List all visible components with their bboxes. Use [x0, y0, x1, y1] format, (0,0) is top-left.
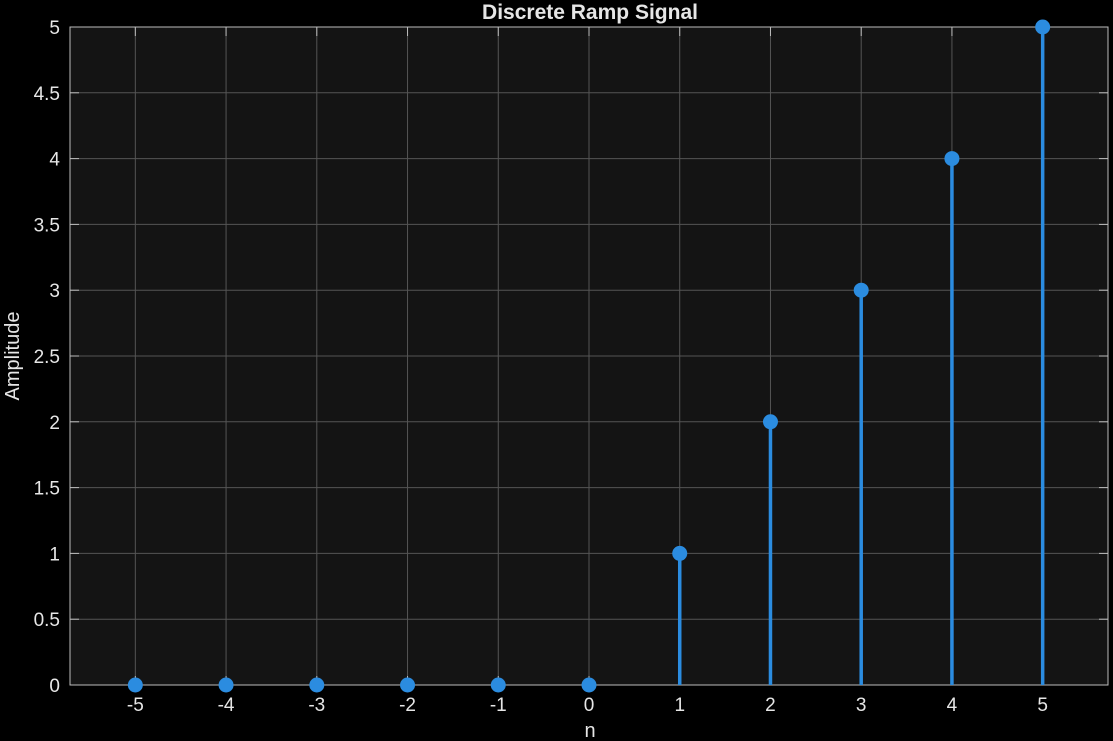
stem-marker: [400, 677, 416, 693]
stem-marker: [309, 677, 325, 693]
y-tick-label: 5: [49, 18, 60, 39]
x-tick-label: -4: [218, 695, 235, 716]
y-tick-label: 4: [49, 150, 60, 171]
stem-marker: [490, 677, 506, 693]
y-tick-label: 0: [49, 676, 60, 697]
x-tick-label: -3: [308, 695, 325, 716]
y-tick-label: 1.5: [34, 479, 60, 500]
y-tick-label: 3: [49, 281, 60, 302]
stem-marker: [853, 282, 869, 298]
x-tick-label: -1: [490, 695, 507, 716]
stem-marker: [581, 677, 597, 693]
stem-marker: [762, 414, 778, 430]
x-tick-label: 0: [584, 695, 595, 716]
chart-title: Discrete Ramp Signal: [482, 1, 698, 24]
x-tick-label: 2: [765, 695, 776, 716]
stem-marker: [1035, 19, 1051, 35]
x-tick-label: 5: [1037, 695, 1048, 716]
y-tick-label: 3.5: [34, 215, 60, 236]
y-tick-label: 0.5: [34, 610, 60, 631]
y-tick-label: 2.5: [34, 347, 60, 368]
x-tick-label: 4: [947, 695, 958, 716]
x-tick-label: -2: [399, 695, 416, 716]
x-tick-label: -5: [127, 695, 144, 716]
y-tick-label: 4.5: [34, 84, 60, 105]
y-axis-label: Amplitude: [2, 312, 24, 401]
ticks: -5 -4 -3 -2 -1 0 1 2 3 4 5 0 0.5 1 1.5 2 2.5 3 3.5 4 4.5 5: [34, 18, 1108, 716]
y-tick-label: 2: [49, 413, 60, 434]
y-tick-label: 1: [49, 544, 60, 565]
stem-marker: [218, 677, 234, 693]
x-axis-label: n: [584, 720, 595, 741]
stem-series: [127, 19, 1051, 693]
x-tick-label: 1: [674, 695, 685, 716]
stem-marker: [944, 151, 960, 167]
x-tick-label: 3: [856, 695, 867, 716]
stem-marker: [127, 677, 143, 693]
stem-marker: [672, 545, 688, 561]
